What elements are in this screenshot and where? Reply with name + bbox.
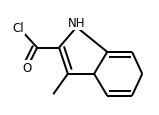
Text: Cl: Cl <box>12 21 24 34</box>
Text: NH: NH <box>68 17 85 30</box>
Text: O: O <box>22 62 32 75</box>
